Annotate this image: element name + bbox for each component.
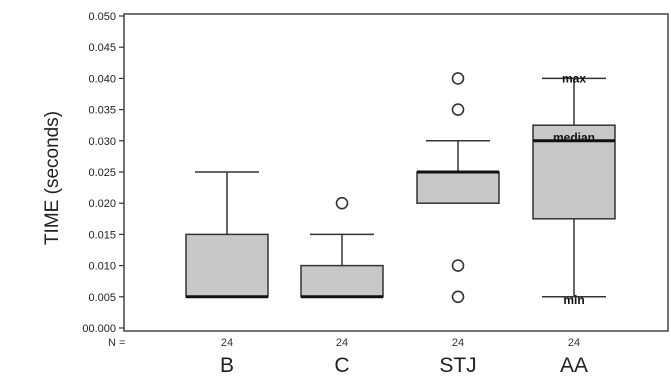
n-count-b: 24 bbox=[221, 337, 233, 349]
n-count-c: 24 bbox=[336, 337, 348, 349]
y-tick-label: 0.050 bbox=[88, 11, 116, 23]
y-tick-label: 0.015 bbox=[88, 229, 116, 241]
category-label-aa: AA bbox=[560, 354, 588, 377]
outlier-stj bbox=[451, 259, 465, 272]
y-tick-label: 0.045 bbox=[88, 42, 116, 54]
annotation-min: min bbox=[563, 293, 584, 307]
n-count-stj: 24 bbox=[452, 337, 464, 349]
box-stj bbox=[416, 171, 500, 204]
category-label-b: B bbox=[220, 354, 234, 377]
y-tick-label: 0.040 bbox=[88, 73, 116, 85]
annotation-max: max bbox=[562, 71, 586, 85]
y-tick-label: 0.005 bbox=[88, 292, 116, 304]
n-count-aa: 24 bbox=[568, 337, 580, 349]
outlier-stj bbox=[451, 290, 465, 304]
y-axis-label: TIME (seconds) bbox=[42, 111, 63, 245]
annotation-median: median bbox=[553, 131, 595, 145]
outlier-c bbox=[335, 196, 349, 210]
y-tick-label: 0.025 bbox=[88, 167, 116, 179]
y-tick-label: 0.030 bbox=[88, 136, 116, 148]
n-label: N = bbox=[108, 337, 125, 349]
outlier-stj bbox=[451, 103, 465, 116]
outlier-stj bbox=[451, 72, 465, 85]
box-b bbox=[185, 233, 269, 298]
y-tick-label: 0.035 bbox=[88, 105, 116, 117]
category-label-c: C bbox=[334, 354, 349, 377]
box-c bbox=[300, 264, 384, 298]
y-tick-label: 0.010 bbox=[88, 261, 116, 273]
y-tick-label: 00.000 bbox=[82, 323, 116, 335]
y-tick-label: 0.020 bbox=[88, 198, 116, 210]
category-label-stj: STJ bbox=[439, 354, 476, 377]
